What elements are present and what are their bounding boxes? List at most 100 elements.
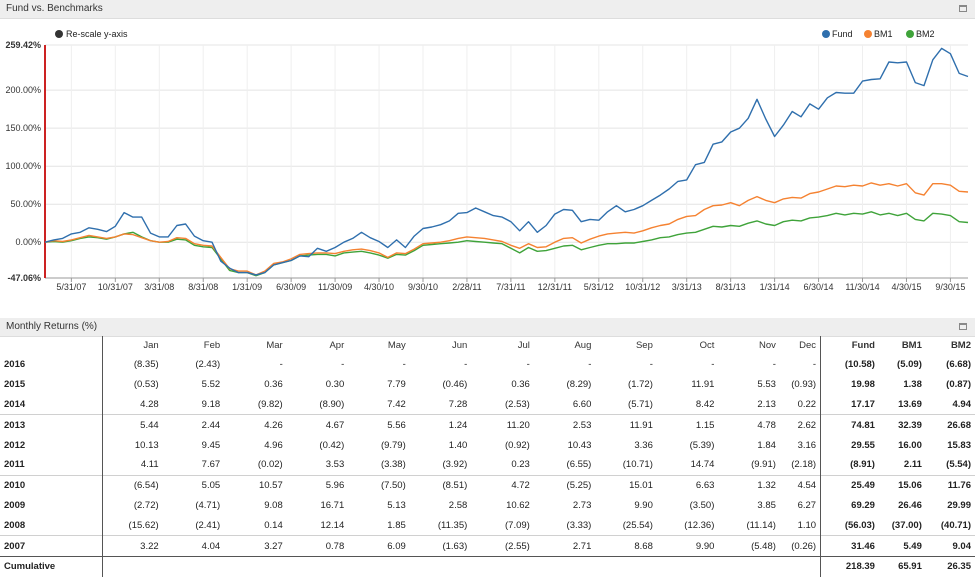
- legend-item-fund[interactable]: Fund: [822, 29, 853, 39]
- month-cell: 11.91: [691, 379, 715, 391]
- legend-label[interactable]: BM1: [874, 29, 893, 39]
- chart-legend[interactable]: Fund BM1 BM2: [822, 29, 935, 39]
- series-line-bm2: [44, 211, 969, 277]
- month-cell: -: [711, 359, 715, 371]
- month-cell: 8.68: [595, 535, 657, 557]
- total-cell: 218.39: [820, 555, 879, 577]
- month-cell: 11.91: [595, 414, 657, 436]
- total-cell: (40.71): [940, 519, 971, 531]
- month-cell: (1.72): [628, 379, 653, 391]
- month-cell: (6.54): [101, 474, 163, 496]
- legend-label[interactable]: Fund: [832, 29, 853, 39]
- month-cell: (5.71): [628, 398, 653, 410]
- total-cell: (8.91): [820, 454, 879, 476]
- x-tick-label: 11/30/14: [845, 282, 879, 292]
- month-cell: 4.96: [264, 439, 283, 451]
- legend-marker[interactable]: [906, 30, 914, 38]
- x-tick-label: 10/31/07: [98, 282, 133, 292]
- month-cell: [286, 555, 349, 577]
- row-label-cell: 2015: [4, 379, 26, 391]
- month-cell: 5.53: [757, 379, 776, 391]
- row-label-cell: Cumulative: [0, 555, 103, 577]
- month-cell: (25.54): [622, 519, 653, 531]
- month-cell: [348, 555, 410, 577]
- month-cell: (2.18): [791, 459, 817, 471]
- total-cell: 74.81: [820, 414, 879, 436]
- month-cell: -: [588, 359, 592, 371]
- header-bm1: BM1: [901, 340, 922, 351]
- legend-marker[interactable]: [864, 30, 872, 38]
- legend-label[interactable]: BM2: [916, 29, 935, 39]
- rescale-toggle-icon[interactable]: [55, 30, 63, 38]
- returns-panel-title: Monthly Returns (%): [6, 321, 98, 332]
- month-cell: (0.46): [442, 379, 468, 391]
- table-row: 2008 (15.62) (2.41) 0.14 12.14 1.85 (11.35) (7.…: [0, 515, 975, 536]
- legend-item-bm1[interactable]: BM1: [864, 29, 893, 39]
- total-cell: 13.69: [898, 398, 922, 410]
- x-tick-label: 6/30/14: [804, 282, 834, 292]
- month-cell: 0.23: [511, 459, 530, 471]
- header-jun: Jun: [451, 340, 468, 351]
- month-cell: 7.42: [387, 398, 406, 410]
- month-cell: (11.35): [437, 519, 468, 531]
- month-cell: (6.55): [566, 459, 592, 471]
- month-cell: 0.22: [797, 398, 817, 410]
- month-cell: 1.10: [797, 519, 817, 531]
- y-tick-label: 50.00%: [10, 199, 41, 209]
- x-tick-label: 11/30/09: [318, 282, 352, 292]
- month-cell: 9.90: [634, 499, 653, 511]
- maximize-icon[interactable]: [959, 323, 967, 330]
- header-nov: Nov: [759, 340, 776, 351]
- row-label-cell: 2014: [4, 398, 26, 410]
- month-cell: 2.73: [572, 499, 592, 511]
- legend-item-bm2[interactable]: BM2: [906, 29, 935, 39]
- total-cell: 11.76: [925, 474, 975, 496]
- header-feb: Feb: [203, 340, 221, 351]
- y-tick-label: -47.06%: [7, 273, 41, 283]
- performance-chart: 259.42% 200.00% 150.00% 100.00% 50.00% 0.00% -…: [5, 29, 969, 292]
- month-cell: 10.13: [101, 435, 163, 455]
- month-cell: 2.53: [533, 414, 596, 436]
- month-cell: 4.04: [162, 535, 225, 557]
- chart-axes: 259.42% 200.00% 150.00% 100.00% 50.00% 0.00% -…: [5, 40, 968, 292]
- month-cell: 6.63: [656, 474, 719, 496]
- rescale-toggle[interactable]: Re-scale y-axis: [55, 29, 128, 39]
- rescale-label[interactable]: Re-scale y-axis: [66, 29, 128, 39]
- y-tick-label: 0.00%: [15, 237, 41, 247]
- y-tick-label: 259.42%: [5, 40, 41, 50]
- month-cell: (7.50): [348, 474, 410, 496]
- header-bm2: BM2: [950, 340, 971, 351]
- month-cell: 0.36: [264, 379, 283, 391]
- month-cell: -: [279, 359, 283, 371]
- chart-panel-title: Fund vs. Benchmarks: [6, 3, 103, 14]
- month-cell: [718, 555, 780, 577]
- x-tick-label: 12/31/11: [538, 282, 572, 292]
- legend-marker[interactable]: [822, 30, 830, 38]
- month-cell: 4.28: [101, 394, 163, 415]
- month-cell: 4.11: [101, 454, 163, 476]
- month-cell: 8.42: [695, 398, 715, 410]
- month-cell: (5.39): [689, 439, 715, 451]
- month-cell: 1.85: [387, 519, 406, 531]
- month-cell: (5.25): [533, 474, 596, 496]
- month-cell: 2.44: [162, 414, 225, 436]
- x-tick-label: 5/31/07: [56, 282, 86, 292]
- maximize-icon[interactable]: [959, 5, 967, 12]
- month-cell: (9.91): [751, 459, 776, 471]
- month-cell: (8.29): [566, 379, 592, 391]
- month-cell: 2.71: [533, 535, 596, 557]
- month-cell: 4.67: [286, 414, 349, 436]
- month-cell: [224, 555, 287, 577]
- header-sep: Sep: [635, 340, 653, 351]
- month-cell: (2.43): [195, 359, 221, 371]
- cumulative-row: Cumulative 218.39 65.91 26.35: [0, 555, 975, 577]
- table-row: 2013 5.44 2.44 4.26 4.67 5.56 1.24 11.20 2.53 11.…: [0, 414, 975, 436]
- total-cell: (37.00): [891, 519, 922, 531]
- month-cell: (9.79): [380, 439, 406, 451]
- month-cell: [409, 555, 472, 577]
- month-cell: (0.93): [791, 379, 817, 391]
- total-cell: 17.17: [820, 394, 879, 415]
- month-cell: 0.14: [264, 519, 283, 531]
- month-cell: 5.13: [387, 499, 406, 511]
- total-cell: 69.29: [820, 495, 879, 516]
